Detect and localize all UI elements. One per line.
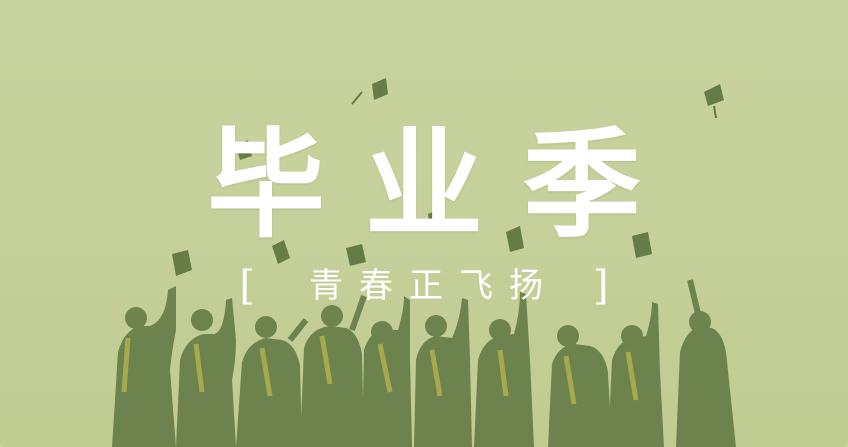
subtitle-text: 青春正飞扬 bbox=[309, 266, 559, 306]
graduate-head bbox=[321, 305, 343, 327]
graduate-figure bbox=[414, 298, 472, 447]
graduate-head bbox=[557, 325, 579, 347]
graduate-head bbox=[489, 319, 511, 341]
graduate-figure bbox=[548, 344, 612, 447]
graduate-figure bbox=[676, 326, 736, 447]
flying-cap bbox=[272, 240, 290, 264]
flying-cap bbox=[506, 226, 524, 252]
flying-cap bbox=[172, 250, 192, 276]
graduate-figure bbox=[112, 286, 176, 447]
graduate-head bbox=[425, 315, 447, 337]
cap-tassel bbox=[351, 91, 363, 105]
subtitle-bracket-open: [ bbox=[239, 263, 255, 309]
graduate-head bbox=[125, 307, 147, 329]
graduate-head bbox=[371, 321, 393, 343]
subtitle-bracket-close: ] bbox=[593, 263, 609, 309]
cap-tassel bbox=[713, 105, 717, 119]
graduate-head bbox=[191, 309, 213, 331]
flying-cap bbox=[632, 232, 652, 258]
flying-cap bbox=[346, 244, 366, 266]
flying-cap bbox=[428, 210, 440, 226]
flying-cap bbox=[704, 84, 724, 106]
graduate-head bbox=[255, 316, 277, 338]
graduate-head bbox=[621, 325, 643, 347]
banner-subtitle: [ 青春正飞扬 ] bbox=[0, 264, 848, 308]
graduate-figure bbox=[300, 326, 364, 447]
graduate-figure bbox=[608, 302, 664, 447]
banner-title: 毕业季 bbox=[206, 115, 681, 254]
graduate-figure bbox=[176, 298, 236, 447]
flying-cap bbox=[236, 140, 252, 160]
flying-cap bbox=[372, 78, 388, 100]
